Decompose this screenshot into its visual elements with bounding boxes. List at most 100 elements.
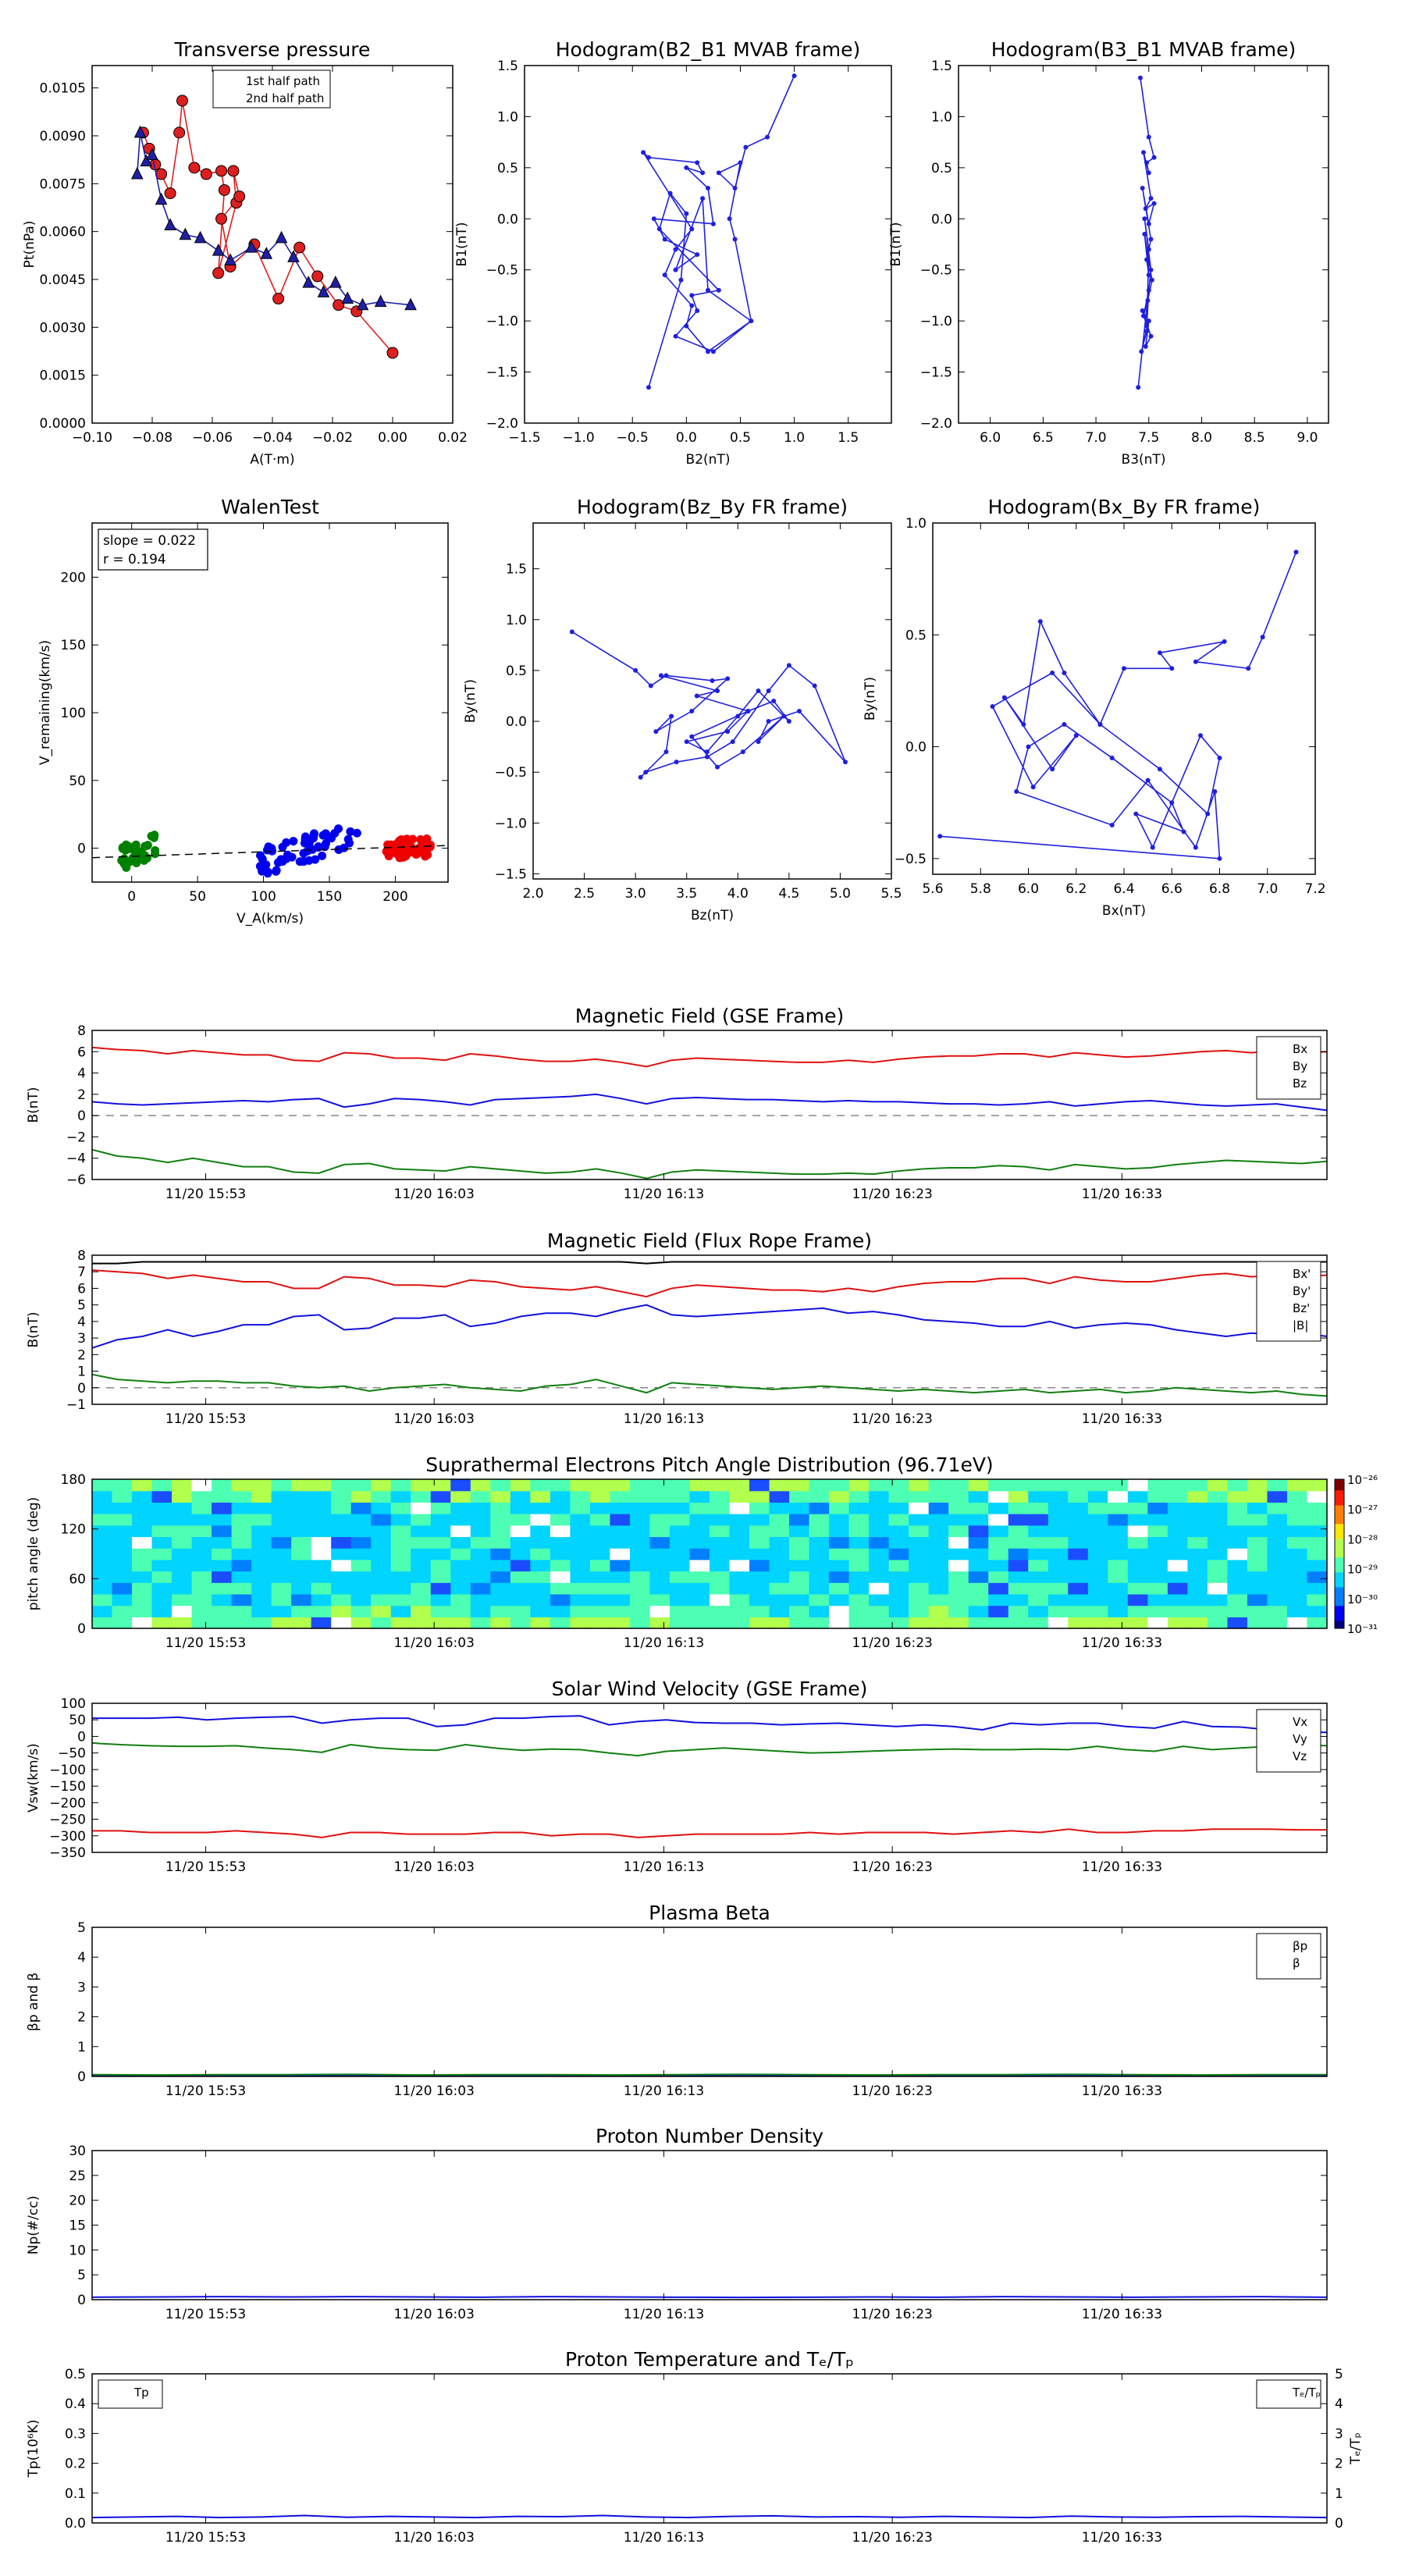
colorbar-label: 10⁻²⁹ xyxy=(1347,1563,1378,1577)
heatmap-cell xyxy=(710,1479,731,1492)
heatmap-cell xyxy=(649,1514,670,1526)
y2-tick-label: 3 xyxy=(1335,2426,1343,2442)
data-point xyxy=(1142,231,1147,237)
heatmap-cell xyxy=(848,1605,870,1617)
heatmap-cell xyxy=(968,1571,989,1583)
heatmap-cell xyxy=(769,1514,790,1526)
heatmap-cell xyxy=(390,1479,411,1492)
data-point xyxy=(684,323,689,329)
legend-label: Bz xyxy=(1293,1076,1307,1091)
heatmap-cell xyxy=(888,1490,909,1503)
heatmap-cell xyxy=(490,1559,511,1572)
heatmap-cell xyxy=(769,1571,790,1583)
data-point xyxy=(674,760,679,765)
x-tick-label: 11/20 16:13 xyxy=(624,1411,704,1427)
heatmap-cell xyxy=(1108,1548,1129,1560)
heatmap-cell xyxy=(869,1617,890,1629)
data-point xyxy=(1146,318,1151,324)
data-point xyxy=(218,183,230,196)
x-axis-label: Bx(nT) xyxy=(1102,903,1146,919)
heatmap-cell xyxy=(172,1617,193,1629)
plot-frame xyxy=(91,2150,1328,2300)
heatmap-cell xyxy=(251,1605,272,1617)
heatmap-cell xyxy=(749,1617,770,1629)
y-tick-label: 0.0 xyxy=(65,2516,86,2532)
y2-axis-label: Tₑ/Tₚ xyxy=(1348,2432,1364,2465)
x-tick-label: 4.0 xyxy=(727,886,749,902)
heatmap-cell xyxy=(311,1479,332,1492)
heatmap-cell xyxy=(1286,1490,1308,1503)
x-tick-label: 6.5 xyxy=(1033,430,1054,446)
heatmap-cell xyxy=(649,1548,670,1560)
heatmap-cell xyxy=(1207,1502,1229,1514)
heatmap-cell xyxy=(909,1559,930,1572)
heatmap-cell xyxy=(490,1582,511,1595)
y-tick-label: 6 xyxy=(77,1281,86,1297)
heatmap-cell xyxy=(848,1571,870,1583)
data-point xyxy=(796,709,802,714)
heatmap-cell xyxy=(1267,1525,1288,1538)
x-tick-label: 1.5 xyxy=(838,430,859,446)
heatmap-cell xyxy=(411,1490,432,1503)
heatmap-cell xyxy=(291,1617,312,1629)
heatmap-cell xyxy=(1187,1536,1208,1549)
heatmap-cell xyxy=(789,1548,810,1560)
x-tick-label: 7.0 xyxy=(1257,881,1278,897)
y-tick-label: 2 xyxy=(77,1347,86,1363)
heatmap-cell xyxy=(1028,1479,1049,1492)
y-axis-label: Tp(10⁶K) xyxy=(26,2419,41,2478)
colorbar-cell xyxy=(1335,1602,1344,1606)
heatmap-cell xyxy=(271,1548,292,1560)
heatmap-cell xyxy=(809,1525,830,1538)
heatmap-cell xyxy=(191,1617,212,1629)
heatmap-cell xyxy=(1267,1548,1288,1560)
heatmap-cell xyxy=(829,1593,850,1606)
colorbar-label: 10⁻²⁷ xyxy=(1347,1503,1378,1517)
scatter-point xyxy=(343,834,353,844)
y-tick-label: 0.1 xyxy=(65,2486,86,2502)
heatmap-cell xyxy=(311,1617,332,1629)
x-tick-label: 11/20 16:03 xyxy=(394,1859,475,1875)
heatmap-cell xyxy=(988,1593,1009,1606)
heatmap-cell xyxy=(729,1571,750,1583)
heatmap-cell xyxy=(1028,1559,1049,1572)
heatmap-cell xyxy=(829,1490,850,1503)
heatmap-cell xyxy=(151,1617,173,1629)
heatmap-cell xyxy=(809,1605,830,1617)
heatmap-cell xyxy=(570,1593,591,1606)
heatmap-cell xyxy=(928,1479,949,1492)
heatmap-cell xyxy=(809,1490,830,1503)
heatmap-cell xyxy=(570,1525,591,1538)
colorbar-cell xyxy=(1335,1524,1344,1528)
heatmap-cell xyxy=(968,1502,989,1514)
heatmap-cell xyxy=(430,1582,451,1595)
heatmap-cell xyxy=(350,1479,372,1492)
heatmap-cell xyxy=(1147,1605,1168,1617)
heatmap-cell xyxy=(1187,1605,1208,1617)
heatmap-cell xyxy=(1286,1605,1308,1617)
data-point xyxy=(1212,788,1218,794)
series-line xyxy=(92,1715,1328,1734)
x-tick-label: 11/20 16:13 xyxy=(624,2307,704,2322)
heatmap-cell xyxy=(689,1548,710,1560)
heatmap-cell xyxy=(909,1582,930,1595)
heatmap-cell xyxy=(968,1490,989,1503)
heatmap-cell xyxy=(1147,1525,1168,1538)
heatmap-cell xyxy=(629,1582,651,1595)
chart-text: Transverse pressure A(T·m) Pt(nPa) −0.10 −0.… xyxy=(22,38,1378,2546)
heatmap-cell xyxy=(1087,1559,1108,1572)
heatmap-cell xyxy=(490,1536,511,1549)
y-tick-label: 0.2 xyxy=(65,2457,86,2472)
heatmap-cell xyxy=(291,1479,312,1492)
heatmap-cell xyxy=(1028,1490,1049,1503)
heatmap-cell xyxy=(1307,1502,1328,1514)
heatmap-cell xyxy=(411,1605,432,1617)
heatmap-cell xyxy=(1048,1479,1069,1492)
heatmap-cell xyxy=(430,1559,451,1572)
heatmap-cell xyxy=(331,1479,352,1492)
heatmap-cell xyxy=(789,1605,810,1617)
heatmap-cell xyxy=(470,1502,491,1514)
heatmap-cell xyxy=(291,1525,312,1538)
x-axis-label: V_A(km/s) xyxy=(237,911,304,927)
colorbar-label: 10⁻³⁰ xyxy=(1347,1592,1378,1606)
